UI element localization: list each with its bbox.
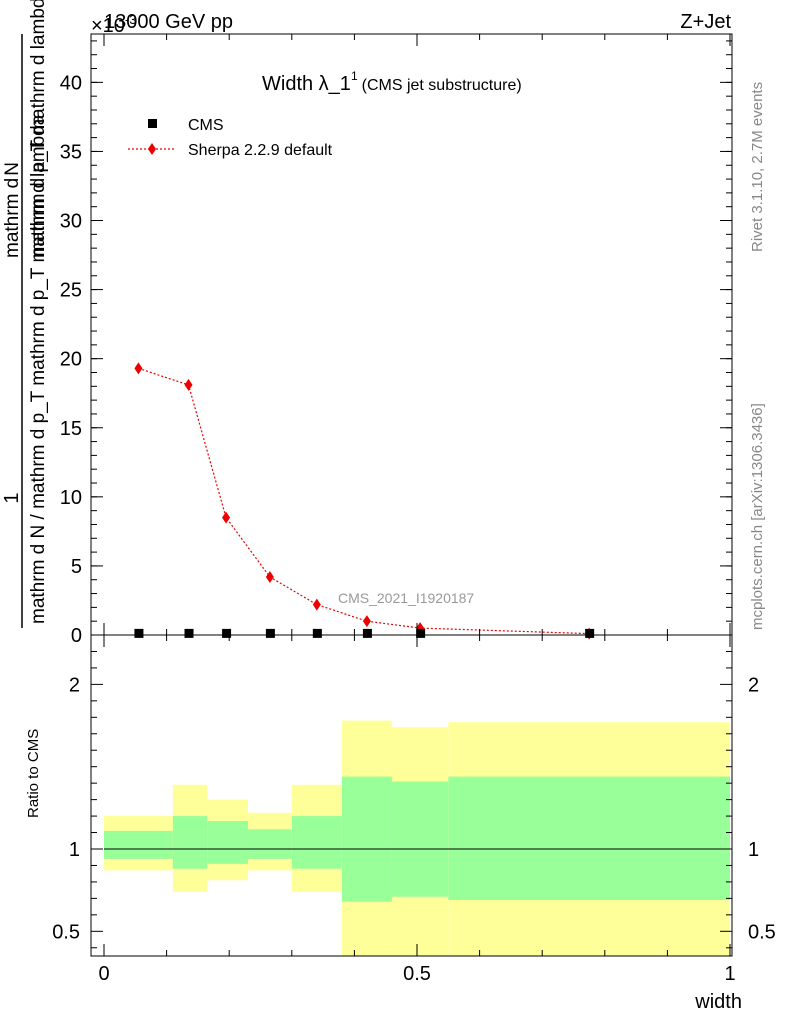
legend-sherpa-marker: [148, 143, 156, 155]
ratio-ytick-label-right: 1: [748, 839, 759, 861]
ratio-ytick-label: 1: [69, 839, 80, 861]
main-ytick-label: 35: [60, 141, 82, 163]
ratio-xtick-label: 0.5: [403, 963, 431, 985]
exponent-label: ×10-3: [91, 12, 137, 37]
ylabel-bottom: mathrm d p_T mathrm d lambda: [28, 0, 49, 258]
ratio-band-inner: [448, 776, 730, 901]
ratio-ytick-label-right: 0.5: [748, 921, 776, 943]
cms-point: [184, 628, 194, 638]
main-title-sup: 1: [351, 69, 358, 83]
cms-point: [222, 628, 232, 638]
cms-point: [312, 628, 322, 638]
cms-point: [585, 628, 595, 638]
main-ytick-label: 5: [71, 556, 82, 578]
ratio-band-inner: [104, 830, 173, 859]
ratio-ytick-label: 2: [69, 674, 80, 696]
sherpa-point: [265, 570, 274, 583]
main-ytick-label: 15: [60, 418, 82, 440]
energy-label: 13000 GeV pp: [104, 11, 233, 33]
main-ytick-label: 30: [60, 211, 82, 233]
legend-sherpa-label: Sherpa 2.2.9 default: [188, 142, 333, 159]
ratio-band-inner: [172, 816, 208, 869]
ratio-ytick-label-right: 2: [748, 674, 759, 696]
cms-point: [265, 628, 275, 638]
ylabel-top: mathrm dN: [2, 162, 23, 258]
ratio-ytick-label: 0.5: [52, 921, 80, 943]
main-ytick-label: 0: [71, 625, 82, 647]
ratio-band-inner: [207, 821, 248, 864]
sherpa-point: [362, 615, 371, 628]
process-label: Z+Jet: [680, 11, 731, 33]
ratio-plot-panel: 0.5 1 2 0.5 1 2 0 0.5 1 Ratio to CMS width: [25, 634, 776, 1013]
ratio-ylabel: Ratio to CMS: [25, 729, 42, 818]
main-ylabel: 1 mathrm d N / mathrm d p_T mathrm d p_T…: [1, 0, 49, 628]
main-ytick-label: 25: [60, 280, 82, 302]
ratio-xlabel: width: [694, 991, 742, 1013]
cms-point: [362, 628, 372, 638]
ratio-xtick-label: 1: [724, 963, 735, 985]
ylabel-numerator: 1: [1, 492, 23, 503]
sherpa-point: [222, 511, 231, 524]
ylabel-denominator: mathrm d N / mathrm d p_T mathrm d p_T m…: [28, 114, 49, 624]
sherpa-point: [134, 362, 143, 375]
ratio-band-inner: [341, 776, 392, 902]
watermark: CMS_2021_I1920187: [338, 590, 474, 606]
ratio-band-inner: [247, 829, 292, 859]
main-subtitle: (CMS jet substructure): [362, 77, 522, 94]
sherpa-point: [184, 378, 193, 391]
ratio-xtick-label: 0: [98, 963, 109, 985]
legend: CMS Sherpa 2.2.9 default: [128, 117, 333, 159]
sherpa-series-line: [138, 367, 590, 635]
legend-cms-marker: [148, 119, 157, 128]
legend-cms-label: CMS: [188, 117, 224, 134]
ratio-band-inner: [291, 816, 342, 869]
exponent-sup: -3: [125, 12, 137, 27]
cms-point: [134, 628, 144, 638]
main-ytick-label: 40: [60, 72, 82, 94]
main-ytick-label: 10: [60, 487, 82, 509]
ratio-plot-frame: [90, 634, 733, 957]
ratio-band-inner: [391, 781, 449, 897]
main-title: Width λ_11(CMS jet substructure): [262, 69, 522, 95]
sherpa-point: [312, 598, 321, 611]
mcplots-label: mcplots.cern.ch [arXiv:1306.3436]: [749, 403, 766, 630]
main-ytick-label: 20: [60, 349, 82, 371]
rivet-label: Rivet 3.1.10, 2.7M events: [749, 82, 766, 252]
cms-point: [416, 628, 426, 638]
